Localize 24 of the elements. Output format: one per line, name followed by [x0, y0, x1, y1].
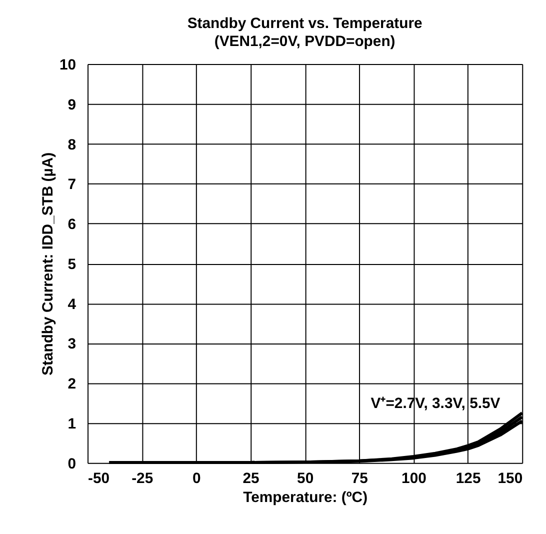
y-tick-label: 5 — [68, 256, 76, 273]
x-tick-label: 125 — [456, 471, 481, 488]
y-tick-label: 6 — [68, 217, 76, 234]
x-tick-label: 100 — [402, 471, 426, 488]
y-axis-title: Standby Current: IDD_STB (µA) — [40, 152, 57, 376]
y-tick-label: 2 — [68, 376, 76, 393]
x-tick-label: 0 — [192, 471, 201, 488]
y-tick-label: 0 — [68, 456, 76, 472]
y-tick-label: 10 — [59, 58, 76, 74]
x-axis-title: Temperature: (ºC) — [243, 490, 368, 506]
chart-title: Standby Current vs. Temperature — [187, 16, 422, 32]
y-tick-label: 7 — [68, 177, 76, 194]
x-tick-label: -25 — [132, 471, 154, 488]
x-tick-label: -50 — [88, 471, 110, 488]
x-tick-label: 75 — [351, 471, 368, 488]
chart-subtitle: (VEN1,2=0V, PVDD=open) — [214, 34, 396, 50]
x-tick-label: 50 — [297, 471, 314, 488]
y-tick-label: 4 — [68, 296, 77, 313]
y-tick-label: 3 — [68, 336, 76, 353]
y-tick-label: 1 — [68, 416, 76, 432]
x-tick-label: 150 — [498, 471, 523, 488]
y-tick-label: 8 — [68, 137, 76, 154]
y-tick-label: 9 — [68, 97, 76, 114]
x-tick-label: 25 — [242, 471, 260, 488]
